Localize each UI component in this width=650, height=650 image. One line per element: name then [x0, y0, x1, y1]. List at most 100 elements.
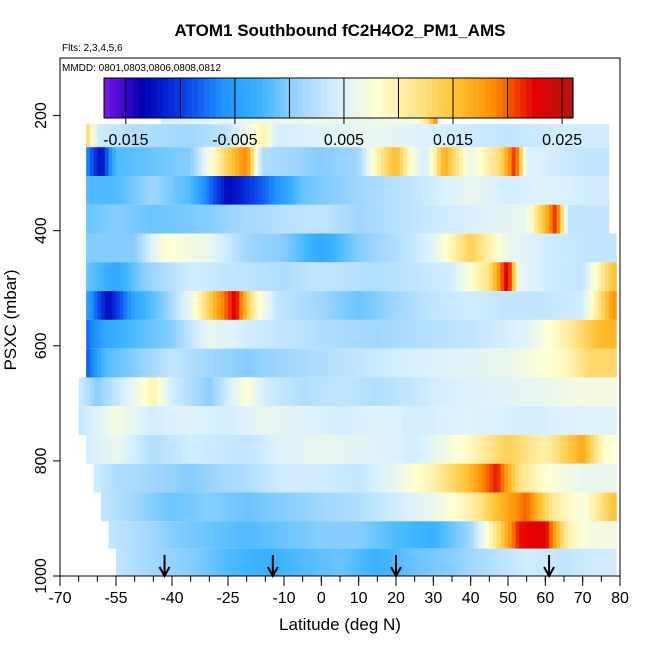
- heat-cell: [481, 233, 487, 263]
- heat-cell: [571, 291, 576, 320]
- heat-cell: [123, 262, 128, 292]
- heat-cell: [164, 291, 169, 320]
- heat-cell: [101, 147, 106, 176]
- colorbar-cell: [490, 78, 498, 118]
- heat-cell: [515, 147, 520, 176]
- heat-cell: [466, 147, 472, 176]
- heat-cell: [396, 492, 401, 522]
- heat-cell: [448, 233, 453, 263]
- heat-cell: [366, 548, 371, 576]
- heat-cell: [351, 463, 356, 493]
- heat-cell: [295, 521, 300, 549]
- heat-cell: [302, 175, 307, 205]
- heat-cell: [160, 434, 166, 464]
- heat-cell: [373, 463, 378, 493]
- heat-cell: [190, 521, 195, 549]
- heat-cell: [590, 492, 595, 522]
- colorbar-cell: [203, 78, 211, 118]
- heat-cell: [250, 262, 255, 292]
- heat-cell: [466, 548, 472, 576]
- heat-cell: [216, 377, 222, 407]
- heat-cell: [242, 377, 248, 407]
- heat-cell: [325, 204, 330, 234]
- heat-cell: [340, 147, 345, 176]
- heat-cell: [127, 377, 132, 407]
- heat-cell: [127, 463, 132, 493]
- heat-cell: [381, 434, 386, 464]
- heat-cell: [168, 233, 173, 263]
- colorbar-cell: [262, 78, 269, 118]
- heat-cell: [575, 319, 580, 349]
- heat-cell: [452, 548, 457, 576]
- heat-cell: [399, 124, 404, 148]
- heat-cell: [172, 348, 177, 378]
- heat-cell: [526, 319, 531, 349]
- heat-cell: [119, 204, 124, 234]
- heat-cell: [414, 492, 419, 522]
- heat-cell: [597, 434, 602, 464]
- heat-cell: [388, 406, 393, 435]
- heat-cell: [530, 204, 535, 234]
- heat-cell: [287, 233, 292, 263]
- heat-cell: [153, 406, 158, 435]
- heat-cell: [145, 463, 151, 493]
- heat-cell: [564, 262, 569, 292]
- heat-cell: [213, 548, 218, 576]
- heat-cell: [321, 548, 326, 576]
- heat-cell: [578, 262, 584, 292]
- heat-cell: [522, 548, 528, 576]
- heat-cell: [104, 147, 110, 176]
- heat-cell: [567, 291, 572, 320]
- heat-cell: [276, 124, 281, 148]
- heat-cell: [295, 406, 300, 435]
- heat-cell: [354, 434, 360, 464]
- heat-cell: [269, 377, 274, 407]
- heat-cell: [130, 291, 136, 320]
- heat-cell: [586, 204, 591, 234]
- heat-cell: [511, 319, 516, 349]
- heat-cell: [142, 463, 147, 493]
- heat-cell: [582, 175, 587, 205]
- heat-cell: [325, 377, 330, 407]
- heat-cell: [298, 348, 304, 378]
- heat-cell: [504, 463, 509, 493]
- heat-cell: [500, 406, 505, 435]
- heat-cell: [157, 406, 162, 435]
- heat-cell: [519, 124, 524, 148]
- heat-cell: [489, 548, 494, 576]
- heat-cell: [493, 406, 498, 435]
- heat-cell: [284, 548, 289, 576]
- heat-cell: [112, 521, 117, 549]
- heat-cell: [280, 377, 285, 407]
- heat-cell: [280, 204, 285, 234]
- heat-cell: [209, 434, 214, 464]
- heat-cell: [478, 548, 483, 576]
- heat-cell: [433, 463, 438, 493]
- x-tick-label: 60: [536, 590, 554, 607]
- heat-cell: [101, 262, 106, 292]
- heat-cell: [388, 175, 393, 205]
- heat-cell: [578, 406, 584, 435]
- heat-cell: [410, 434, 416, 464]
- heat-cell: [362, 348, 367, 378]
- heat-cell: [537, 377, 543, 407]
- colorbar-cell: [555, 78, 562, 118]
- heat-cell: [534, 124, 539, 148]
- heat-cell: [343, 434, 348, 464]
- heat-cell: [545, 233, 550, 263]
- heat-cell: [354, 147, 360, 176]
- heat-cell: [586, 548, 591, 576]
- heat-cell: [481, 291, 487, 320]
- heat-cell: [220, 175, 225, 205]
- heat-cell: [164, 463, 169, 493]
- heat-cell: [119, 319, 124, 349]
- heat-cell: [384, 291, 390, 320]
- heat-cell: [478, 147, 483, 176]
- heat-cell: [575, 124, 580, 148]
- heat-cell: [377, 377, 382, 407]
- heat-cell: [272, 262, 278, 292]
- heat-cell: [272, 147, 278, 176]
- heat-cell: [612, 406, 617, 435]
- heat-cell: [280, 124, 285, 148]
- heat-cell: [474, 521, 479, 549]
